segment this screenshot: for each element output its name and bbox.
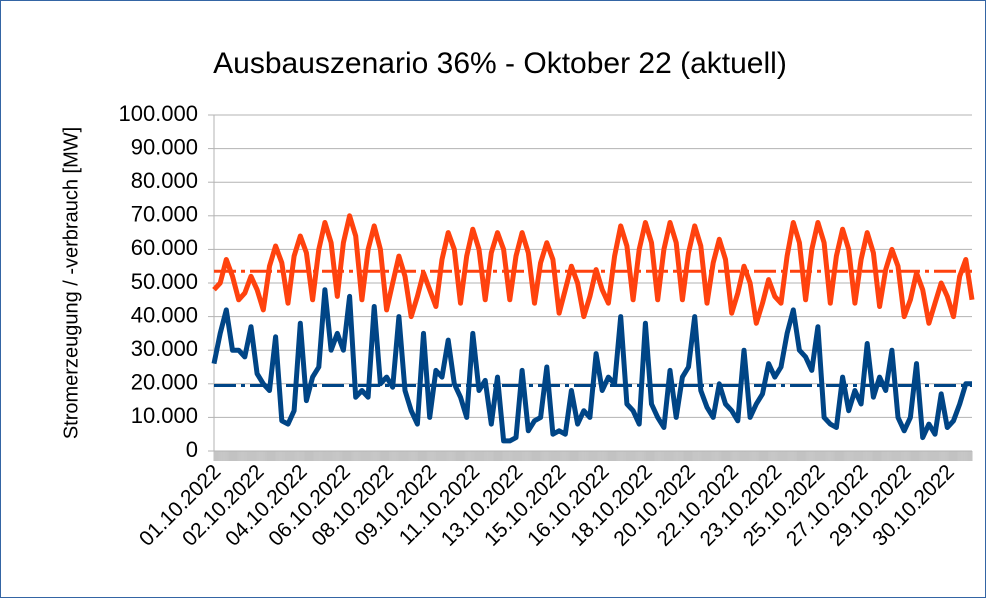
y-tick-label: 10.000 <box>131 403 198 428</box>
y-tick-label: 70.000 <box>131 202 198 227</box>
y-tick-label: 30.000 <box>131 336 198 361</box>
y-tick-label: 50.000 <box>131 269 198 294</box>
y-tick-label: 90.000 <box>131 134 198 159</box>
y-tick-label: 60.000 <box>131 235 198 260</box>
y-tick-label: 40.000 <box>131 302 198 327</box>
series-line <box>211 287 972 444</box>
y-tick-label: 20.000 <box>131 370 198 395</box>
y-tick-label: 80.000 <box>131 168 198 193</box>
series-line <box>212 213 975 326</box>
y-tick-label: 100.000 <box>118 101 198 126</box>
y-tick-label: 0 <box>186 437 198 462</box>
y-axis-label: Stromerzeugung / -verbrauch [MW] <box>60 127 82 439</box>
chart-title: Ausbauszenario 36% - Oktober 22 (aktuell… <box>213 47 787 80</box>
